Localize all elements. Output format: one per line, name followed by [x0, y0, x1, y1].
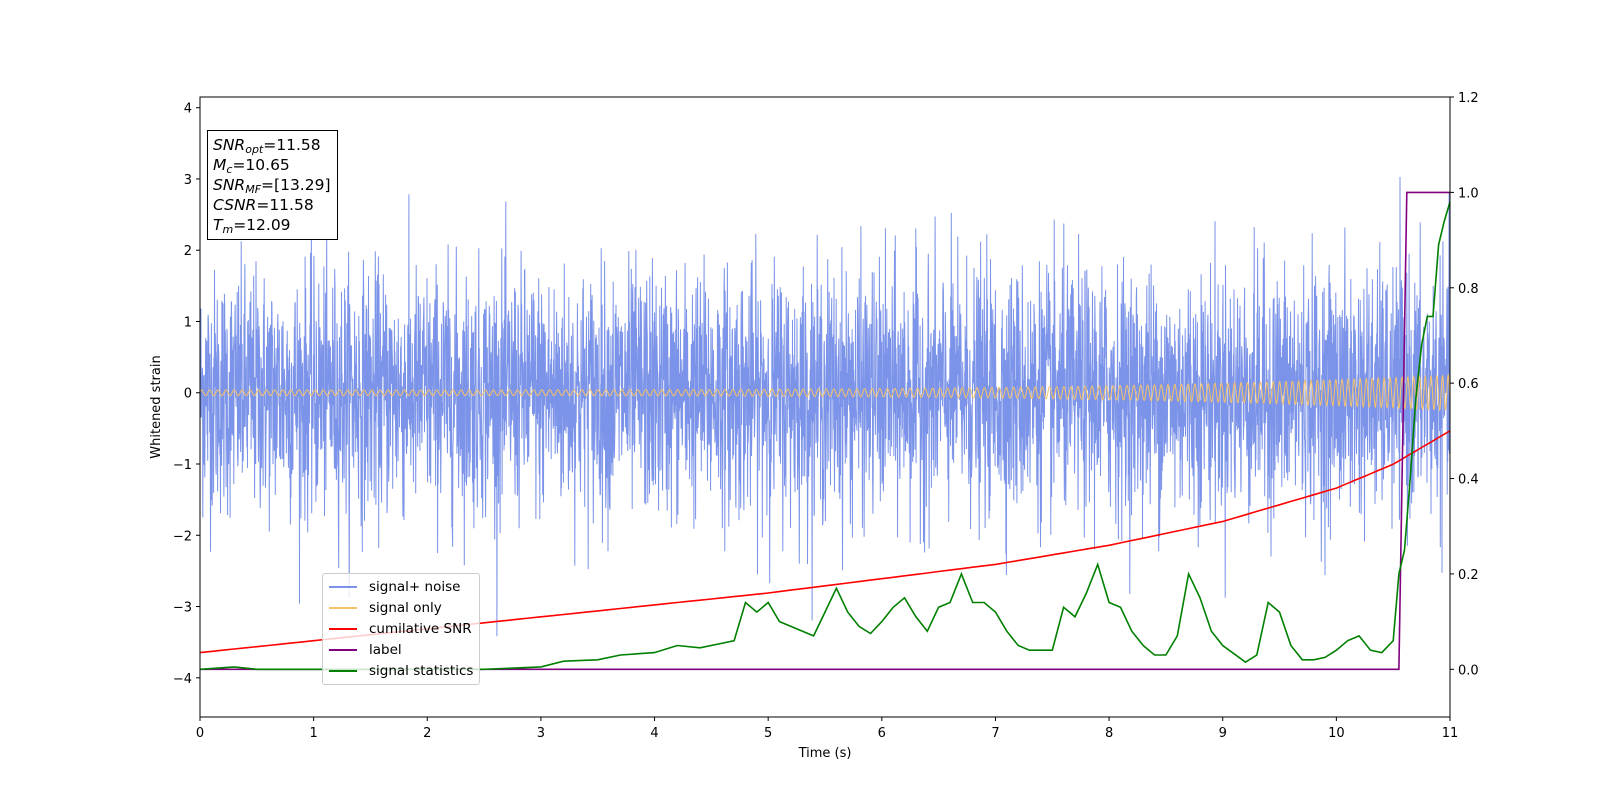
y-left-tick-label: 1 [184, 315, 192, 330]
y-left-tick-label: 3 [184, 173, 192, 188]
x-tick-label: 4 [650, 726, 658, 741]
legend-label-signal-statistics: signal statistics [369, 662, 474, 679]
x-tick-label: 5 [764, 726, 772, 741]
series-signal-noise [200, 176, 1450, 637]
y-axis-label: Whitened strain [149, 355, 164, 458]
stat-snr-opt-value: =11.58 [263, 136, 321, 154]
legend-swatch-cumulative-snr [329, 627, 357, 630]
legend-label-signal-noise: signal+ noise [369, 579, 461, 596]
y-left-tick-label: 2 [184, 244, 192, 259]
stat-snr-mf: SNRMF=[13.29] [213, 176, 331, 196]
legend-item-signal-only: signal only [329, 598, 473, 619]
y-left-tick-label: −3 [173, 601, 192, 616]
legend-label-cumulative-snr: cumilative SNR [369, 620, 472, 637]
axes-ticks: 0 1 2 3 4 5 6 7 8 9 10 11 −4 −3 −2 −1 0 1 2 3 4 0.0 0.2 0.4 0.6 0… [173, 91, 1479, 741]
series-signal-only [200, 373, 1450, 412]
x-tick-label: 9 [1219, 726, 1227, 741]
stats-box: SNRopt=11.58 Mc=10.65 SNRMF=[13.29] CSNR… [207, 130, 338, 240]
stat-csnr-value: =11.58 [256, 196, 314, 214]
x-tick-label: 10 [1328, 726, 1345, 741]
legend-swatch-label [329, 648, 357, 651]
axes-frame [199, 96, 1451, 718]
y-right-tick-label: 0.2 [1458, 568, 1479, 583]
y-left-tick-label: −2 [173, 529, 192, 544]
legend-swatch-signal-noise [329, 586, 357, 589]
y-right-tick-label: 0.8 [1458, 282, 1479, 297]
x-tick-label: 3 [537, 726, 545, 741]
legend-label-signal-only: signal only [369, 600, 442, 617]
y-right-tick-label: 0.6 [1458, 377, 1479, 392]
x-tick-label: 0 [196, 726, 204, 741]
x-axis-label: Time (s) [798, 746, 852, 761]
stat-snr-opt: SNRopt=11.58 [213, 136, 321, 156]
y-left-tick-label: −4 [173, 672, 192, 687]
legend-item-label: label [329, 639, 473, 660]
y-right-tick-label: 1.0 [1458, 186, 1479, 201]
legend-item-signal-statistics: signal statistics [329, 660, 473, 681]
y-left-tick-label: 4 [184, 102, 192, 117]
x-tick-label: 6 [878, 726, 886, 741]
stat-tm-value: =12.09 [233, 216, 291, 234]
y-left-tick-label: 0 [184, 387, 192, 402]
x-tick-label: 7 [991, 726, 999, 741]
legend-label-label: label [369, 641, 402, 658]
stat-csnr: CSNR=11.58 [213, 196, 314, 214]
legend-item-cumulative-snr: cumilative SNR [329, 619, 473, 640]
y-left-tick-label: −1 [173, 458, 192, 473]
stat-mc-value: =10.65 [232, 156, 290, 174]
x-tick-label: 11 [1442, 726, 1459, 741]
stat-snr-mf-value: =[13.29] [261, 176, 331, 194]
series-signal-statistics [200, 201, 1450, 671]
stat-tm: Tm=12.09 [213, 216, 291, 236]
legend: signal+ noise signal only cumilative SNR… [322, 573, 481, 685]
y-right-tick-label: 0.4 [1458, 473, 1479, 488]
legend-swatch-signal-only [329, 607, 357, 610]
legend-item-signal-noise: signal+ noise [329, 577, 473, 598]
stat-mc: Mc=10.65 [213, 156, 290, 176]
x-tick-label: 8 [1105, 726, 1113, 741]
x-tick-label: 2 [423, 726, 431, 741]
series-label [200, 191, 1450, 671]
x-tick-label: 1 [309, 726, 317, 741]
legend-swatch-signal-statistics [329, 669, 357, 672]
y-right-tick-label: 1.2 [1458, 91, 1479, 106]
y-right-tick-label: 0.0 [1458, 663, 1479, 678]
